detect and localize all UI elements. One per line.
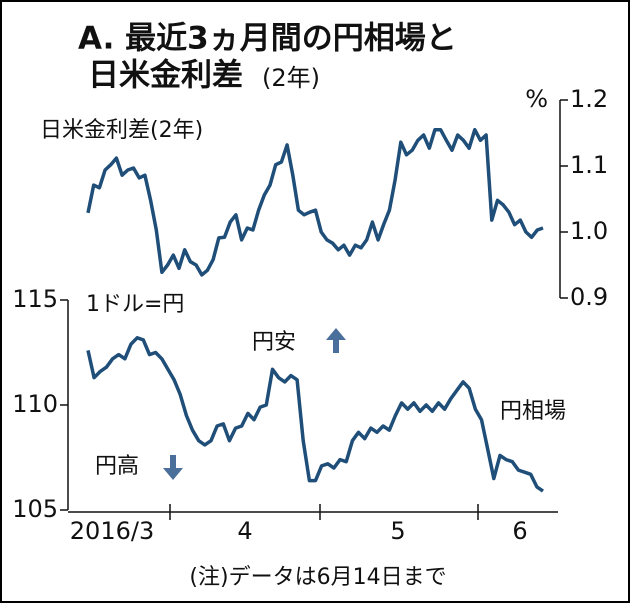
y-tick-label: 0.9	[570, 283, 608, 311]
y-tick-label: 1.0	[570, 217, 608, 245]
title-line: (2年)	[262, 64, 320, 92]
up-arrow	[326, 328, 346, 353]
x-tick-label: 4	[237, 517, 252, 545]
annotation: 円安	[252, 330, 296, 355]
title-line: 日米金利差	[88, 58, 243, 94]
series-label: 日米金利差(2年)	[40, 118, 203, 143]
title-line: A. 最近3ヵ月間の円相場と	[78, 21, 457, 57]
y-tick-label: 110	[12, 390, 58, 418]
y-tick-label: 1.1	[570, 151, 608, 179]
data-line	[86, 336, 544, 493]
unit-label: %	[525, 85, 548, 113]
y-tick-label: 105	[12, 495, 58, 523]
series-label: 円相場	[500, 399, 566, 424]
annotation: 円高	[95, 454, 139, 479]
note: (注)データは6月14日まで	[189, 565, 446, 590]
y-tick-label: 115	[12, 285, 58, 313]
x-tick-label: 6	[512, 517, 527, 545]
x-tick-label: 2016/3	[70, 517, 154, 545]
y-tick-label: 1.2	[570, 85, 608, 113]
data-line	[86, 127, 544, 277]
down-arrow	[163, 455, 183, 480]
unit-label: 1ドル=円	[86, 292, 184, 317]
x-tick-label: 5	[390, 517, 405, 545]
